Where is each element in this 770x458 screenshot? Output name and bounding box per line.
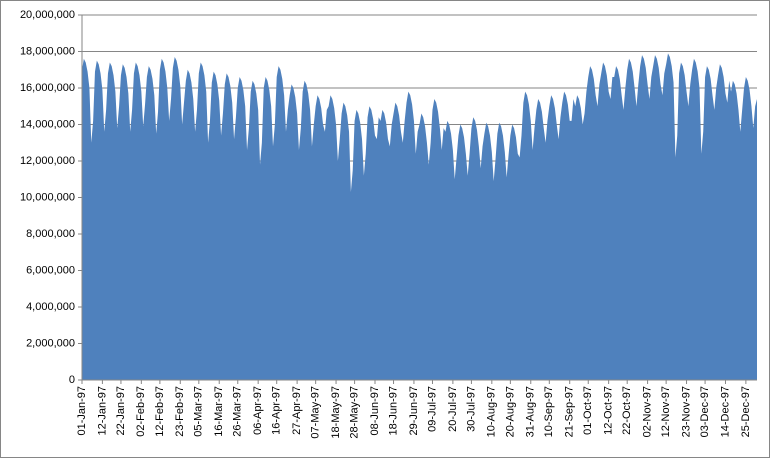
x-tick-label: 07-May-97: [310, 386, 322, 439]
x-tick-label: 12-Nov-97: [660, 386, 672, 437]
y-tick-label: 20,000,000: [20, 9, 75, 21]
x-tick-label: 12-Feb-97: [154, 386, 166, 437]
x-tick-label: 10-Aug-97: [486, 386, 498, 437]
x-tick-label: 18-May-97: [330, 386, 342, 439]
x-tick-label: 28-May-97: [349, 386, 361, 439]
x-tick-label: 05-Mar-97: [193, 386, 205, 437]
x-tick-label: 01-Oct-97: [582, 386, 594, 435]
x-tick-label: 26-Mar-97: [232, 386, 244, 437]
plot-area: [82, 53, 757, 380]
x-tick-label: 21-Sep-97: [564, 386, 576, 437]
x-tick-label: 22-Oct-97: [621, 386, 633, 435]
x-tick-label: 16-Mar-97: [213, 386, 225, 437]
x-tick-label: 03-Dec-97: [699, 386, 711, 437]
x-tick-label: 20-Jul-97: [447, 386, 459, 432]
x-tick-label: 09-Jul-97: [426, 386, 438, 432]
x-tick-label: 12-Oct-97: [603, 386, 615, 435]
x-tick-label: 02-Feb-97: [135, 386, 147, 437]
y-tick-label: 4,000,000: [26, 301, 75, 313]
x-tick-label: 12-Jan-97: [96, 386, 108, 436]
x-tick-label: 29-Jun-97: [408, 386, 420, 436]
x-tick-label: 08-Jun-97: [369, 386, 381, 436]
x-tick-label: 01-Jan-97: [76, 386, 88, 436]
x-tick-label: 31-Aug-97: [525, 386, 537, 437]
x-tick-label: 10-Sep-97: [543, 386, 555, 437]
y-tick-label: 6,000,000: [26, 264, 75, 276]
x-tick-label: 22-Jan-97: [115, 386, 127, 436]
y-tick-label: 8,000,000: [26, 228, 75, 240]
x-tick-label: 20-Aug-97: [504, 386, 516, 437]
x-tick-label: 30-Jul-97: [465, 386, 477, 432]
axes: 0 2,000,000 4,000,000 6,000,000 8,000,000 10,…: [20, 9, 757, 439]
area: [82, 53, 757, 380]
x-tick-label: 14-Dec-97: [719, 386, 731, 437]
y-tick-label: 10,000,000: [20, 191, 75, 203]
x-tick-label: 02-Nov-97: [641, 386, 653, 437]
y-tick-label: 0: [69, 374, 75, 386]
y-tick-label: 12,000,000: [20, 155, 75, 167]
x-tick-label: 06-Apr-97: [252, 386, 264, 435]
x-tick-label: 18-Jun-97: [387, 386, 399, 436]
y-tick-label: 14,000,000: [20, 118, 75, 130]
x-tick-label: 23-Feb-97: [174, 386, 186, 437]
y-tick-label: 16,000,000: [20, 82, 75, 94]
y-tick-label: 2,000,000: [26, 337, 75, 349]
x-tick-label: 27-Apr-97: [291, 386, 303, 435]
x-tick-label: 16-Apr-97: [271, 386, 283, 435]
x-tick-label: 23-Nov-97: [680, 386, 692, 437]
y-tick-label: 18,000,000: [20, 45, 75, 57]
x-tick-label: 25-Dec-97: [740, 386, 752, 437]
